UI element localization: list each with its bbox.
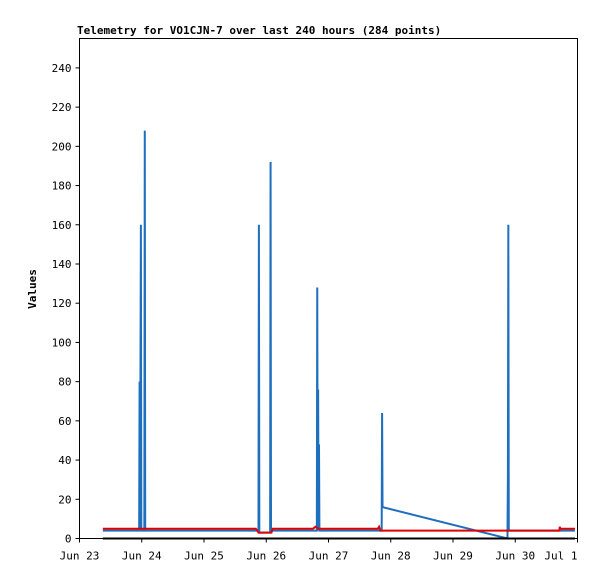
x-tick-label: Jun 23 — [60, 550, 100, 563]
y-tick-label: 160 — [52, 219, 72, 232]
series-line-2 — [102, 524, 575, 534]
y-tick-label: 200 — [52, 140, 72, 153]
y-tick-label: 80 — [58, 376, 71, 389]
y-tick-label: 60 — [58, 415, 71, 428]
y-axis: 0 20 40 60 80 100 120 140 160 180 200 220 240 — [52, 62, 80, 546]
x-tick-label: Jun 30 — [495, 550, 535, 563]
y-tick-label: 140 — [52, 258, 72, 271]
series-layer — [102, 130, 575, 540]
y-tick-label: 40 — [58, 454, 71, 467]
series-line-1 — [102, 130, 575, 540]
x-tick-label: Jun 28 — [371, 550, 411, 563]
x-tick-label: Jun 24 — [122, 550, 162, 563]
y-tick-label: 240 — [52, 62, 72, 75]
y-tick-label: 0 — [65, 533, 72, 546]
x-tick-label: Jun 29 — [433, 550, 473, 563]
y-tick-label: 120 — [52, 297, 72, 310]
x-tick-label: Jul 1 — [544, 550, 577, 563]
x-axis: Jun 23 Jun 24 Jun 25 Jun 26 Jun 27 Jun 28 Jun … — [60, 538, 578, 563]
x-tick-label: Jun 27 — [309, 550, 349, 563]
plot-frame — [79, 38, 578, 539]
y-tick-label: 220 — [52, 101, 72, 114]
y-tick-label: 100 — [52, 336, 72, 349]
y-axis-label: Values — [26, 269, 39, 309]
x-tick-label: Jun 25 — [184, 550, 224, 563]
y-tick-label: 20 — [58, 493, 71, 506]
y-tick-label: 180 — [52, 180, 72, 193]
chart-title: Telemetry for VO1CJN-7 over last 240 hou… — [77, 24, 441, 37]
x-tick-label: Jun 26 — [246, 550, 286, 563]
